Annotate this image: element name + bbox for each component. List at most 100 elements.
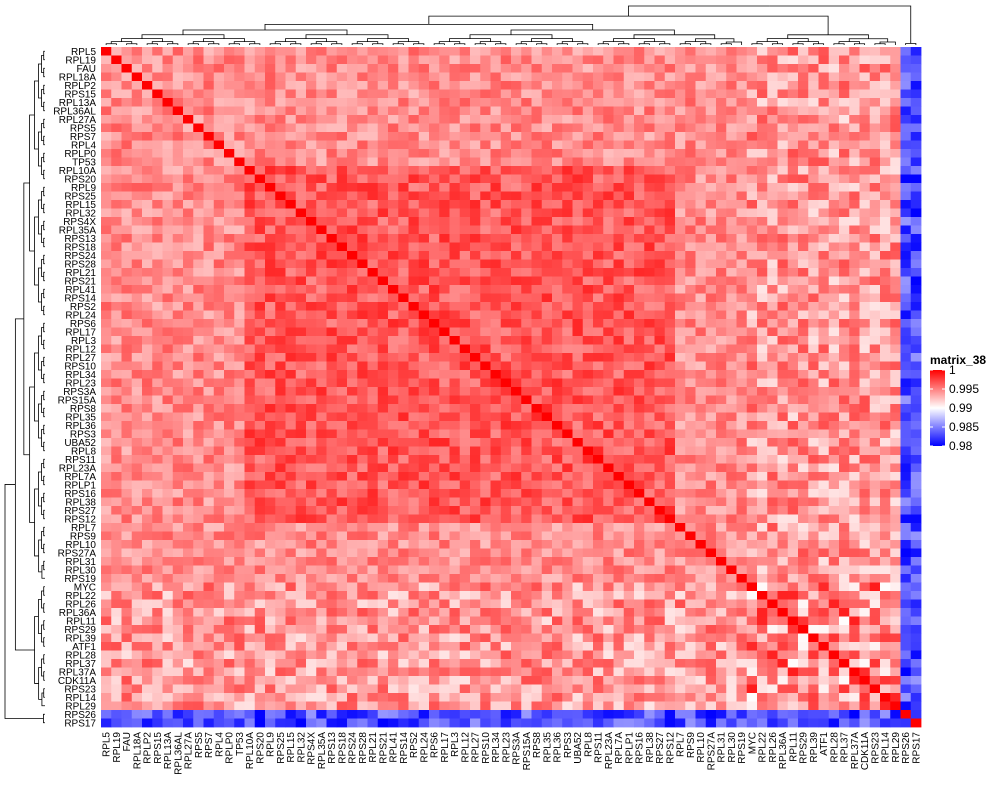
heatmap-cell (675, 157, 686, 167)
heatmap-cell (224, 81, 235, 90)
heatmap-cell (152, 531, 163, 541)
heatmap-cell (142, 72, 153, 82)
heatmap-cell (818, 200, 830, 209)
heatmap-cell (552, 225, 563, 235)
heatmap-cell (203, 327, 215, 337)
heatmap-cell (869, 523, 881, 532)
heatmap-cell (828, 200, 840, 209)
heatmap-cell (326, 344, 338, 354)
heatmap-cell (511, 421, 522, 430)
heatmap-cell (470, 370, 481, 379)
dendrogram-branch (552, 38, 573, 42)
heatmap-cell (869, 183, 881, 192)
heatmap-cell (664, 157, 676, 167)
heatmap-cell (429, 310, 440, 320)
heatmap-cell (203, 404, 215, 413)
heatmap-cell (388, 98, 399, 107)
heatmap-cell (828, 64, 840, 73)
heatmap-cell (398, 497, 409, 507)
heatmap-cell (767, 166, 778, 175)
heatmap-cell (459, 251, 471, 260)
heatmap-cell (459, 455, 471, 464)
heatmap-cell (357, 523, 368, 532)
dendrogram-branch (41, 472, 44, 481)
heatmap-cell (552, 234, 563, 243)
dendrogram-branch (531, 38, 552, 42)
heatmap-cell (295, 302, 307, 311)
heatmap-cell (429, 497, 440, 507)
heatmap-cell (500, 302, 512, 311)
heatmap-cell (716, 157, 727, 167)
heatmap-cell (121, 225, 133, 235)
heatmap-cell (162, 378, 174, 388)
heatmap-cell (470, 438, 481, 447)
heatmap-cell (152, 200, 163, 209)
heatmap-cell (644, 302, 655, 311)
heatmap-cell (767, 225, 778, 235)
heatmap-cell (839, 302, 850, 311)
dendrogram-branch (43, 271, 45, 277)
heatmap-cell (183, 319, 194, 328)
heatmap-cell (828, 378, 840, 388)
heatmap-cell (541, 319, 553, 328)
heatmap-cell (121, 429, 133, 439)
heatmap-cell (316, 412, 327, 422)
heatmap-cell (408, 55, 420, 65)
heatmap-cell (357, 140, 368, 150)
heatmap-cell (388, 217, 399, 226)
heatmap-cell (449, 353, 461, 362)
heatmap-cell (849, 302, 860, 311)
heatmap-cell (849, 421, 860, 430)
heatmap-cell (470, 344, 481, 354)
heatmap-cell (572, 319, 584, 328)
heatmap-cell (910, 480, 922, 490)
heatmap-cell (849, 472, 860, 481)
dendrogram-branch (121, 38, 142, 42)
heatmap-cell (183, 497, 194, 507)
heatmap-cell (254, 421, 266, 430)
heatmap-cell (418, 463, 430, 473)
heatmap-cell (869, 106, 881, 116)
heatmap-cell (531, 166, 543, 175)
heatmap-cell (408, 480, 420, 490)
heatmap-cell (767, 285, 778, 294)
heatmap-cell (357, 268, 368, 277)
heatmap-cell (357, 302, 368, 311)
heatmap-cell (746, 455, 758, 464)
heatmap-cell (716, 191, 727, 201)
heatmap-cell (521, 506, 532, 515)
heatmap-cell (429, 327, 440, 337)
heatmap-cell (285, 455, 297, 464)
heatmap-cell (736, 217, 748, 226)
heatmap-cell (849, 404, 860, 413)
heatmap-cell (767, 421, 778, 430)
heatmap-cell (193, 285, 204, 294)
heatmap-cell (193, 446, 204, 456)
heatmap-cell (152, 55, 163, 65)
heatmap-cell (541, 302, 553, 311)
heatmap-cell (500, 531, 512, 541)
dendrogram-branch (41, 327, 44, 336)
heatmap-cell (224, 523, 235, 532)
heatmap-cell (664, 395, 676, 405)
heatmap-cell (654, 208, 666, 218)
heatmap-cell (224, 225, 235, 235)
heatmap-cell (429, 89, 440, 99)
heatmap-cell (172, 183, 184, 192)
heatmap-cell (234, 438, 245, 447)
heatmap-cell (111, 370, 122, 379)
heatmap-cell (285, 251, 297, 260)
heatmap-cell (367, 404, 379, 413)
heatmap-cell (644, 387, 655, 396)
heatmap-cell (101, 421, 112, 430)
heatmap-cell (265, 191, 276, 201)
heatmap-cell (275, 480, 286, 490)
heatmap-cell (316, 378, 327, 388)
heatmap-cell (849, 234, 860, 243)
heatmap-cell (613, 55, 625, 65)
heatmap-cell (326, 336, 338, 345)
heatmap-cell (859, 438, 871, 447)
heatmap-cell (449, 506, 461, 515)
heatmap-cell (295, 327, 307, 337)
heatmap-cell (408, 191, 420, 201)
